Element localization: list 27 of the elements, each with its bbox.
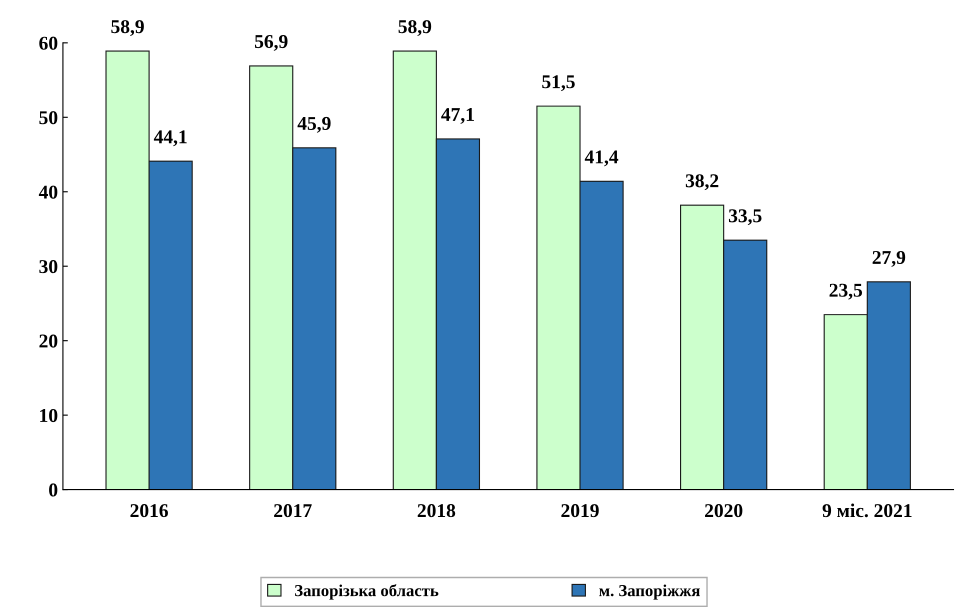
data-label: 33,5 xyxy=(728,209,762,226)
data-label: 58,9 xyxy=(111,20,144,36)
y-tick-label: 0 xyxy=(49,483,58,497)
x-tick-label: 9 міс. 2021 xyxy=(822,503,912,518)
y-tick-label: 20 xyxy=(39,334,58,348)
x-tick-label: 2016 xyxy=(130,504,168,518)
legend-label: Запорізька область xyxy=(295,584,438,600)
y-tick-label: 40 xyxy=(38,186,58,199)
data-label: 27,9 xyxy=(872,250,906,267)
data-label: 23,5 xyxy=(830,284,862,300)
x-tick-label: 2019 xyxy=(561,504,599,518)
x-tick-label: 2018 xyxy=(418,504,456,518)
y-tick-label: 50 xyxy=(39,111,58,124)
data-label: 38,2 xyxy=(686,174,718,190)
data-label: 51,5 xyxy=(542,75,575,92)
y-tick-label: 30 xyxy=(39,260,58,274)
y-tick-label: 10 xyxy=(40,408,58,422)
data-label: 45,9 xyxy=(298,116,331,133)
x-tick-label: 2017 xyxy=(274,504,312,518)
data-label: 56,9 xyxy=(254,35,288,51)
data-label: 58,9 xyxy=(398,20,432,36)
data-label: 44,1 xyxy=(154,130,187,146)
x-tick-label: 2020 xyxy=(705,504,742,518)
data-label: 47,1 xyxy=(441,108,474,124)
legend-label: м. Запоріжжя xyxy=(599,584,700,600)
data-label: 41,4 xyxy=(584,150,618,166)
y-tick-label: 60 xyxy=(39,36,58,50)
